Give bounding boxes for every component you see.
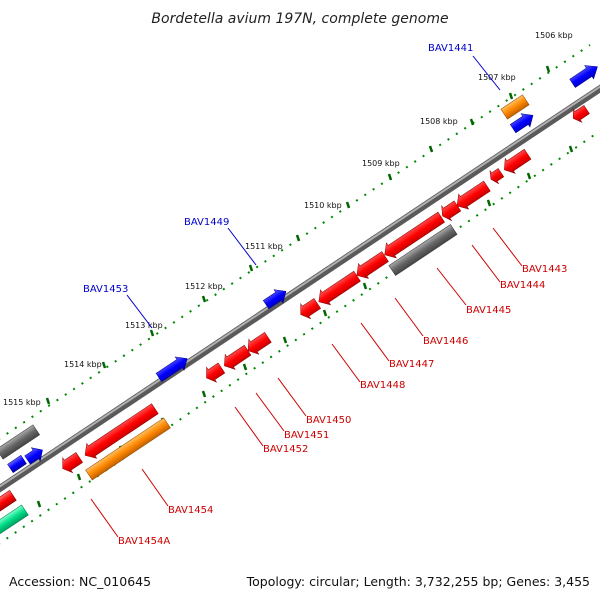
- gene-arrow: [84, 403, 159, 459]
- gene-arrow: [318, 270, 361, 306]
- gene-arrow: [62, 452, 83, 474]
- genome-summary-text: Topology: circular; Length: 3,732,255 bp…: [246, 574, 590, 589]
- gene-arrow: [262, 289, 287, 310]
- gene-arrow: [572, 105, 590, 123]
- gene-label-reverse[interactable]: BAV1450: [306, 415, 351, 426]
- gene-label-reverse[interactable]: BAV1448: [360, 380, 405, 391]
- gene-block: [0, 504, 29, 536]
- gene-label-reverse[interactable]: BAV1454: [168, 505, 213, 516]
- gene-arrow: [509, 113, 534, 134]
- gene-block: [388, 224, 458, 276]
- gene-arrow: [456, 180, 491, 210]
- kbp-label: 1511 kbp: [245, 242, 283, 251]
- gene-arrow: [489, 168, 505, 184]
- gene-arrow: [155, 356, 188, 382]
- kbp-label: 1510 kbp: [304, 201, 342, 210]
- gene-label-reverse[interactable]: BAV1446: [423, 336, 468, 347]
- gene-arrow: [441, 200, 462, 222]
- gene-arrow: [247, 332, 272, 355]
- gene-label-reverse[interactable]: BAV1443: [522, 264, 567, 275]
- genome-backbone: [0, 84, 600, 493]
- gene-arrow: [569, 65, 598, 88]
- kbp-label: 1514 kbp: [64, 360, 102, 369]
- gene-block: [0, 424, 40, 460]
- gene-block: [500, 94, 530, 120]
- reverse-tick-track: [0, 130, 600, 545]
- gene-label-reverse[interactable]: BAV1445: [466, 305, 511, 316]
- gene-arrow: [300, 298, 321, 320]
- kbp-label: 1515 kbp: [3, 398, 41, 407]
- gene-arrow: [384, 211, 445, 259]
- gene-label-forward[interactable]: BAV1449: [184, 217, 229, 228]
- gene-arrow: [224, 344, 252, 370]
- gene-block: [0, 490, 17, 514]
- kbp-label: 1507 kbp: [478, 73, 516, 82]
- gene-label-reverse[interactable]: BAV1454A: [118, 536, 170, 547]
- forward-major-ticks: [45, 65, 551, 405]
- gene-label-reverse[interactable]: BAV1447: [389, 359, 434, 370]
- accession-text: Accession: NC_010645: [9, 574, 151, 589]
- kbp-label: 1512 kbp: [185, 282, 223, 291]
- gene-arrow: [504, 148, 532, 174]
- gene-arrow: [24, 447, 43, 465]
- kbp-label: 1509 kbp: [362, 159, 400, 168]
- forward-tick-track: [0, 44, 591, 440]
- kbp-label: 1506 kbp: [535, 31, 573, 40]
- gene-block: [85, 417, 171, 481]
- reverse-genes: [0, 105, 590, 536]
- kbp-label: 1508 kbp: [420, 117, 458, 126]
- map-title: Bordetella avium 197N, complete genome: [151, 11, 448, 27]
- gene-arrow: [356, 251, 389, 279]
- gene-label-reverse[interactable]: BAV1452: [263, 444, 308, 455]
- gene-label-reverse[interactable]: BAV1451: [284, 430, 329, 441]
- reverse-leader-lines: [90, 227, 523, 538]
- forward-leader-lines: [126, 55, 501, 329]
- gene-label-reverse[interactable]: BAV1444: [500, 280, 545, 291]
- gene-arrow: [206, 362, 226, 383]
- gene-label-forward[interactable]: BAV1441: [428, 43, 473, 54]
- genome-backbone-highlight: [0, 85, 600, 488]
- gene-label-forward[interactable]: BAV1453: [83, 284, 128, 295]
- gene-block: [7, 455, 27, 473]
- kbp-label: 1513 kbp: [125, 321, 163, 330]
- forward-genes: [0, 65, 598, 473]
